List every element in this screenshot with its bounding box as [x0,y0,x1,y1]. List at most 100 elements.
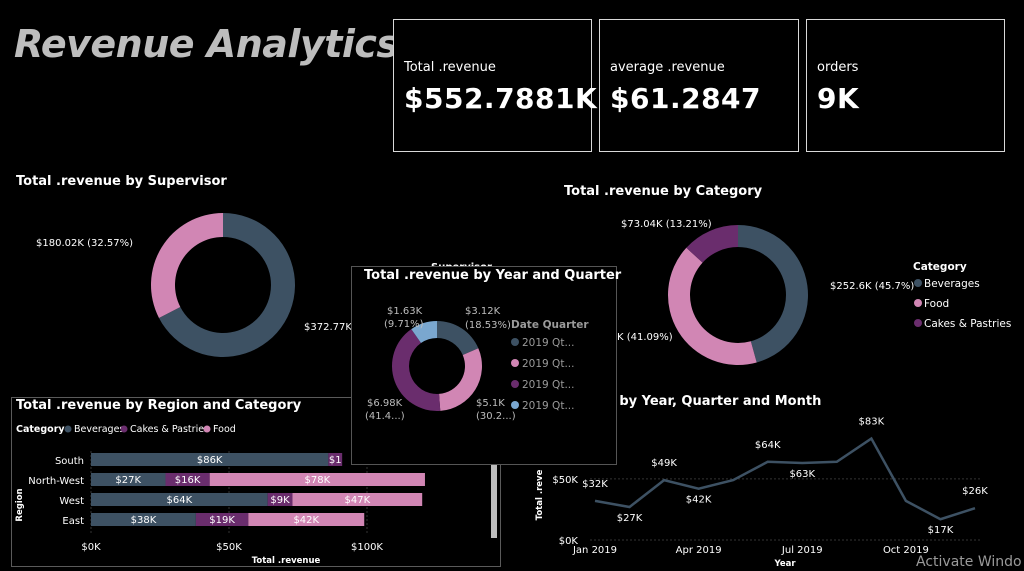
yq-legend-item[interactable]: 2019 Qt... [511,358,574,370]
category-chart-title: Total .revenue by Category [564,184,763,199]
supervisor-slice[interactable] [158,213,296,357]
category-legend-title: Category [913,261,967,273]
legend-marker-icon [511,338,519,346]
category-legend-label: Beverages [924,278,980,290]
monthly-revenue-line[interactable] [594,436,976,521]
yq-slice[interactable] [392,329,441,411]
kpi-card-total-revenue[interactable]: Total .revenue $552.7881K [393,19,597,152]
yq-legend-label: 2019 Qt... [522,379,574,391]
yq-legend-label: 2019 Qt... [522,358,574,370]
yq-data-label: (18.53%) [465,320,511,331]
kpi-value: 9K [817,82,860,115]
legend-marker-icon [914,279,922,287]
region-bar-segment[interactable] [91,473,166,486]
monthly-x-tick: Jan 2019 [572,545,617,556]
region-bar-segment[interactable] [292,493,423,506]
category-donut-chart[interactable]: $73.04K (13.21%) $252.6K (45.7%) K (41.0… [600,205,1020,375]
yq-slice[interactable] [437,321,479,355]
legend-marker-icon [511,401,519,409]
yq-legend-item[interactable]: 2019 Qt... [511,379,574,391]
region-bar-label: $19K [209,515,235,526]
region-category-label: North-West [28,476,84,487]
monthly-data-label: $17K [928,525,954,536]
region-bar-label: $16K [175,475,201,486]
activate-windows-watermark: Activate Windo [916,554,1022,570]
monthly-x-tick: Jul 2019 [781,545,823,556]
yq-data-label: $3.12K [465,306,501,317]
region-bar-label: $42K [293,515,319,526]
monthly-data-label: $32K [582,479,608,490]
monthly-line-chart[interactable]: Total .reve Year $0K $50K Jan 2019 Apr 2019… [530,410,1024,571]
legend-marker-icon [914,319,922,327]
legend-marker-icon [203,425,211,433]
kpi-value: $552.7881K [404,82,598,115]
region-x-axis-label: Total .revenue [252,556,321,566]
category-slice[interactable] [668,247,757,365]
supervisor-chart-title: Total .revenue by Supervisor [16,174,227,189]
region-bar-segment[interactable] [248,513,365,526]
kpi-card-orders[interactable]: orders 9K [806,19,1005,152]
kpi-label: Total .revenue [404,60,496,75]
monthly-x-axis-label: Year [773,559,796,569]
supervisor-data-label: $372.77K ( [304,322,359,333]
legend-marker-icon [64,425,72,433]
region-bar-segment[interactable] [195,513,249,526]
yq-legend-label: 2019 Qt... [522,337,574,349]
region-x-tick: $50K [216,542,242,553]
monthly-data-label: $49K [651,458,677,469]
supervisor-slice[interactable] [150,213,223,318]
category-slice[interactable] [686,225,738,263]
region-category-label: West [59,496,84,507]
legend-marker-icon [120,425,128,433]
category-legend-item[interactable]: Cakes & Pastries [914,318,1011,330]
kpi-value: $61.2847 [610,82,762,115]
yq-data-label: $5.1K [476,398,505,409]
region-bar-segment[interactable] [91,513,196,526]
region-bar-segment[interactable] [91,493,268,506]
kpi-label: average .revenue [610,60,725,75]
monthly-y-tick: $50K [552,475,578,486]
kpi-label: orders [817,60,859,75]
yq-slice[interactable] [439,348,482,411]
legend-marker-icon [511,380,519,388]
region-bar-label: $9K [270,495,290,506]
yq-data-label: (30.2...) [476,411,516,422]
monthly-y-tick: $0K [559,536,579,547]
yq-data-label: $1.63K [387,306,423,317]
yq-legend-item[interactable]: 2019 Qt... [511,337,574,349]
yq-legend-label: 2019 Qt... [522,400,574,412]
region-bar-label: $1 [329,455,342,466]
category-legend-item[interactable]: Beverages [914,278,980,290]
region-bar-label: $27K [115,475,141,486]
region-chart-panel[interactable] [11,397,501,567]
region-bar-segment[interactable] [328,453,343,466]
region-scrollbar[interactable] [491,463,497,538]
region-bar-label: $38K [131,515,157,526]
yq-legend-item[interactable]: 2019 Qt... [511,400,574,412]
category-legend-label: Cakes & Pastries [924,318,1011,330]
supervisor-data-label: $180.02K (32.57%) [36,238,133,249]
region-bar-segment[interactable] [165,473,210,486]
yq-legend-title: Date Quarter [511,319,589,331]
region-y-axis-label: Region [15,488,25,521]
region-legend-title: Category [16,424,65,435]
region-bar-chart[interactable]: Category Beverages Cakes & Pastries Food… [11,415,501,570]
region-bar-segment[interactable] [209,473,425,486]
yq-slice[interactable] [411,321,437,344]
region-bar-segment[interactable] [267,493,293,506]
region-category-label: South [55,456,84,467]
monthly-y-axis-label: Total .reve [535,469,545,520]
kpi-card-average-revenue[interactable]: average .revenue $61.2847 [599,19,799,152]
category-slice[interactable] [738,225,808,363]
category-data-label: $73.04K (13.21%) [621,219,712,230]
region-legend-label: Cakes & Pastries [130,424,209,435]
category-legend-label: Food [924,298,949,310]
monthly-data-label: $27K [617,513,643,524]
region-bar-label: $78K [304,475,330,486]
year-quarter-donut-chart[interactable]: $1.63K (9.71%) $3.12K (18.53%) $6.98K (4… [351,266,617,465]
page-title: Revenue Analytics [14,22,399,66]
legend-marker-icon [914,299,922,307]
region-bar-segment[interactable] [91,453,329,466]
category-legend-item[interactable]: Food [914,298,949,310]
category-slices [668,225,808,365]
